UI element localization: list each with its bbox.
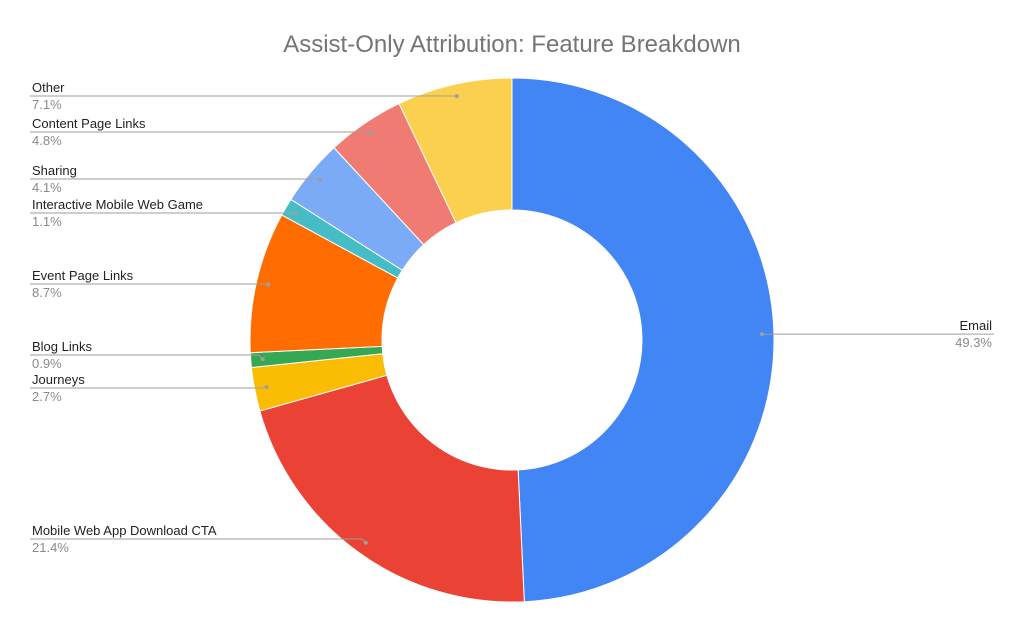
leader-line-journeys xyxy=(30,386,267,389)
slice-value-journeys: 2.7% xyxy=(32,389,62,404)
slice-label-interactive-mobile-web-game: Interactive Mobile Web Game xyxy=(32,197,203,212)
slices-group xyxy=(249,77,775,603)
slice-value-sharing: 4.1% xyxy=(32,180,62,195)
slice-label-other: Other xyxy=(32,80,65,95)
slice-other[interactable] xyxy=(398,77,513,224)
slice-value-interactive-mobile-web-game: 1.1% xyxy=(32,214,62,229)
slice-label-content-page-links: Content Page Links xyxy=(32,116,146,131)
slice-value-content-page-links: 4.8% xyxy=(32,133,62,148)
slice-label-sharing: Sharing xyxy=(32,163,77,178)
slice-value-email: 49.3% xyxy=(955,335,992,350)
slice-label-journeys: Journeys xyxy=(32,372,85,387)
leader-line-mobile-web-app-download-cta xyxy=(30,538,367,544)
slice-value-event-page-links: 8.7% xyxy=(32,285,62,300)
labels-group: Email 49.3% Mobile Web App Download CTA 21.… xyxy=(30,80,994,555)
slice-value-blog-links: 0.9% xyxy=(32,356,62,371)
slice-label-mobile-web-app-download-cta: Mobile Web App Download CTA xyxy=(32,523,217,538)
slice-value-mobile-web-app-download-cta: 21.4% xyxy=(32,540,69,555)
leader-line-sharing xyxy=(30,178,321,181)
slice-mobile-web-app-download-cta[interactable] xyxy=(259,374,525,603)
slice-label-email: Email xyxy=(959,318,992,333)
leader-line-blog-links xyxy=(30,354,264,360)
chart-title: Assist-Only Attribution: Feature Breakdo… xyxy=(283,31,741,58)
leader-line-content-page-links xyxy=(30,131,372,134)
slice-label-blog-links: Blog Links xyxy=(32,339,92,354)
slice-value-other: 7.1% xyxy=(32,97,62,112)
slice-label-event-page-links: Event Page Links xyxy=(32,268,134,283)
slice-email[interactable] xyxy=(511,77,775,603)
